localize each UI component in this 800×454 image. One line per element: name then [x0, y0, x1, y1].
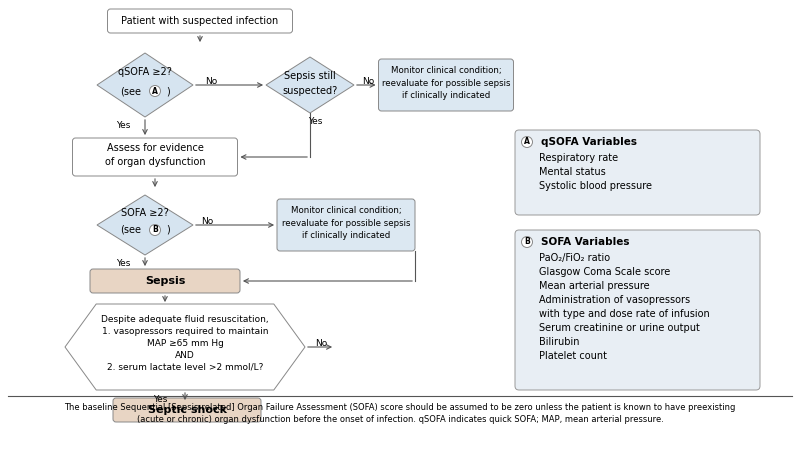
Text: PaO₂/FiO₂ ratio: PaO₂/FiO₂ ratio — [539, 253, 610, 263]
Text: Septic shock: Septic shock — [147, 405, 226, 415]
Text: Assess for evidence: Assess for evidence — [106, 143, 203, 153]
FancyBboxPatch shape — [107, 9, 293, 33]
FancyBboxPatch shape — [378, 59, 514, 111]
FancyBboxPatch shape — [515, 230, 760, 390]
Text: Respiratory rate: Respiratory rate — [539, 153, 618, 163]
FancyBboxPatch shape — [73, 138, 238, 176]
Circle shape — [522, 137, 533, 148]
Text: qSOFA ≥2?: qSOFA ≥2? — [118, 67, 172, 77]
Text: (see: (see — [121, 225, 142, 235]
Text: No: No — [205, 77, 218, 85]
Text: Monitor clinical condition;: Monitor clinical condition; — [290, 207, 402, 216]
Text: MAP ≥65 mm Hg: MAP ≥65 mm Hg — [146, 339, 223, 347]
Text: B: B — [152, 226, 158, 235]
Text: Patient with suspected infection: Patient with suspected infection — [122, 16, 278, 26]
Circle shape — [522, 237, 533, 247]
Text: 2. serum lactate level >2 mmol/L?: 2. serum lactate level >2 mmol/L? — [107, 362, 263, 371]
Text: with type and dose rate of infusion: with type and dose rate of infusion — [539, 309, 710, 319]
Text: Administration of vasopressors: Administration of vasopressors — [539, 295, 690, 305]
FancyBboxPatch shape — [113, 398, 261, 422]
Text: Yes: Yes — [116, 260, 130, 268]
Polygon shape — [266, 57, 354, 113]
Text: reevaluate for possible sepsis: reevaluate for possible sepsis — [382, 79, 510, 88]
Text: Systolic blood pressure: Systolic blood pressure — [539, 181, 652, 191]
Text: Mental status: Mental status — [539, 167, 606, 177]
Text: of organ dysfunction: of organ dysfunction — [105, 157, 206, 167]
Text: AND: AND — [175, 350, 195, 360]
Text: Yes: Yes — [153, 395, 167, 404]
Text: Serum creatinine or urine output: Serum creatinine or urine output — [539, 323, 700, 333]
Text: SOFA ≥2?: SOFA ≥2? — [121, 208, 169, 218]
Text: A: A — [152, 87, 158, 95]
Text: Yes: Yes — [116, 122, 130, 130]
Polygon shape — [65, 304, 305, 390]
Text: suspected?: suspected? — [282, 86, 338, 96]
Text: (acute or chronic) organ dysfunction before the onset of infection. qSOFA indica: (acute or chronic) organ dysfunction bef… — [137, 415, 663, 424]
Text: if clinically indicated: if clinically indicated — [402, 90, 490, 99]
Text: ): ) — [166, 225, 170, 235]
FancyBboxPatch shape — [90, 269, 240, 293]
Text: B: B — [524, 237, 530, 247]
Text: if clinically indicated: if clinically indicated — [302, 231, 390, 240]
Polygon shape — [97, 195, 193, 255]
FancyBboxPatch shape — [277, 199, 415, 251]
Text: SOFA Variables: SOFA Variables — [541, 237, 630, 247]
Text: (see: (see — [121, 86, 142, 96]
Text: Sepsis: Sepsis — [145, 276, 185, 286]
Text: Glasgow Coma Scale score: Glasgow Coma Scale score — [539, 267, 670, 277]
Text: The baseline Sequential [Sepsis-related] Organ Failure Assessment (SOFA) score s: The baseline Sequential [Sepsis-related]… — [64, 404, 736, 413]
Text: ): ) — [166, 86, 170, 96]
Polygon shape — [97, 53, 193, 117]
Text: No: No — [201, 217, 214, 226]
Text: Mean arterial pressure: Mean arterial pressure — [539, 281, 650, 291]
Circle shape — [150, 224, 161, 236]
Circle shape — [150, 85, 161, 97]
FancyBboxPatch shape — [515, 130, 760, 215]
Text: Despite adequate fluid resuscitation,: Despite adequate fluid resuscitation, — [101, 315, 269, 324]
Text: Bilirubin: Bilirubin — [539, 337, 579, 347]
Text: 1. vasopressors required to maintain: 1. vasopressors required to maintain — [102, 326, 268, 336]
Text: Yes: Yes — [308, 118, 322, 127]
Text: Platelet count: Platelet count — [539, 351, 607, 361]
Text: reevaluate for possible sepsis: reevaluate for possible sepsis — [282, 218, 410, 227]
Text: Sepsis still: Sepsis still — [284, 71, 336, 81]
Text: Monitor clinical condition;: Monitor clinical condition; — [390, 66, 502, 75]
Text: qSOFA Variables: qSOFA Variables — [541, 137, 637, 147]
Text: No: No — [362, 77, 374, 85]
Text: No: No — [315, 340, 327, 349]
Text: A: A — [524, 138, 530, 147]
